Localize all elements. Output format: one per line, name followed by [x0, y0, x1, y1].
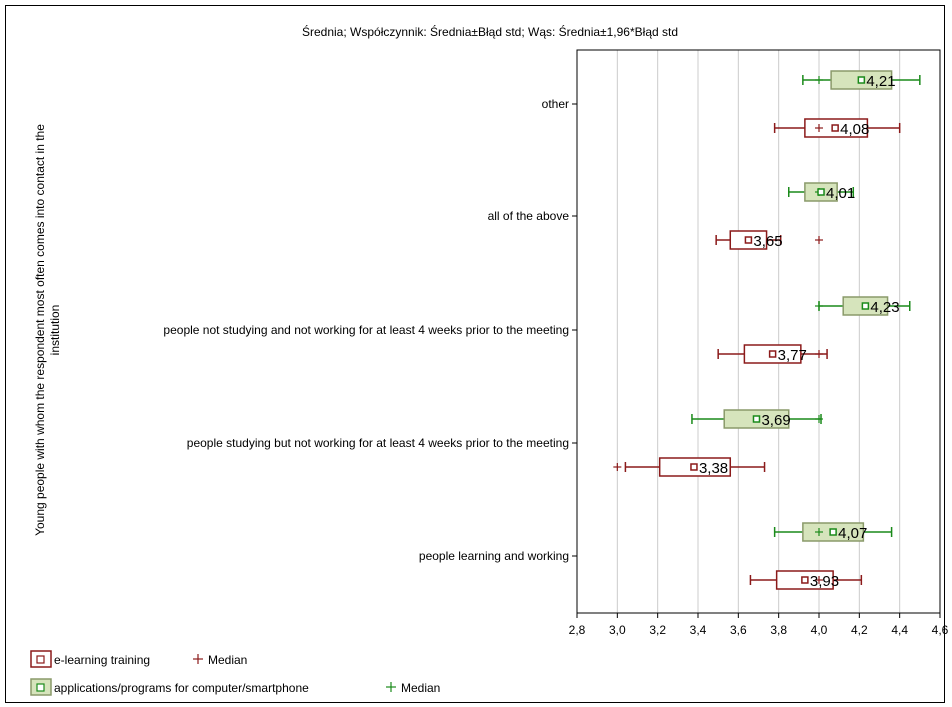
mean-value-label: 4,07 [838, 525, 867, 542]
mean-value-label: 4,01 [826, 185, 855, 202]
x-tick-label: 3,6 [730, 623, 747, 637]
box-group: 3,93 [749, 570, 863, 590]
legend-mean-swatch [36, 655, 45, 664]
data-marks: 4,21 4,01 4,23 3,69 4,07 4,08 3,65 3,77 3,38 3,93 [613, 70, 921, 590]
category-label: people not studying and not working for … [163, 323, 569, 337]
mean-marker [861, 302, 870, 310]
x-tick-label: 3,2 [649, 623, 666, 637]
legend: e-learning training Median applications/pr… [30, 650, 440, 696]
mean-marker [829, 528, 837, 536]
mean-value-label: 3,93 [810, 573, 839, 590]
x-tick-label: 4,4 [891, 623, 908, 637]
x-tick-label: 3,8 [770, 623, 787, 637]
mean-value-label: 4,08 [840, 121, 869, 138]
x-tick-label: 2,8 [569, 623, 586, 637]
x-tick-label: 4,0 [811, 623, 828, 637]
legend-median-label: Median [208, 653, 247, 667]
mean-marker [831, 124, 839, 132]
mean-value-label: 3,65 [753, 233, 782, 250]
box-group: 4,23 [815, 296, 911, 316]
chart-title: Średnia; Współczynnik: Średnia±Błąd std;… [302, 24, 678, 39]
y-axis-label: Young people with whom the respondent mo… [33, 124, 62, 536]
x-tick-label: 3,4 [690, 623, 707, 637]
grid-lines [616, 50, 901, 613]
legend-label: e-learning training [54, 653, 150, 667]
x-axis: 2,8 3,0 3,2 3,4 3,6 3,8 4,0 4,2 4,4 4,6 [569, 613, 949, 637]
legend-mean-swatch [36, 683, 45, 692]
mean-marker [752, 415, 761, 423]
box-group: 3,69 [691, 409, 823, 429]
mean-value-label: 4,23 [870, 299, 899, 316]
box-group: 3,38 [613, 457, 766, 477]
mean-marker [744, 236, 753, 244]
category-label: all of the above [488, 209, 570, 223]
mean-marker [801, 576, 809, 584]
category-label: people learning and working [419, 549, 569, 563]
legend-median-label: Median [401, 681, 440, 695]
box-group: 4,08 [773, 118, 901, 138]
x-tick-label: 3,0 [609, 623, 626, 637]
mean-marker [768, 350, 777, 358]
legend-label: applications/programs for computer/smart… [54, 681, 309, 695]
box-group: 3,65 [715, 230, 823, 250]
category-label: people studying but not working for at l… [187, 436, 569, 450]
mean-marker [817, 188, 825, 196]
chart-frame [5, 5, 945, 703]
mean-value-label: 4,21 [866, 73, 895, 90]
box-group: 3,77 [717, 344, 828, 364]
mean-value-label: 3,69 [761, 412, 790, 429]
box-group: 4,07 [773, 522, 893, 542]
y-axis: other all of the above people not studying… [163, 97, 577, 563]
x-tick-label: 4,2 [851, 623, 868, 637]
mean-marker [690, 463, 698, 471]
y-axis-label-line: institution [48, 305, 62, 356]
x-tick-label: 4,6 [932, 623, 949, 637]
category-label: other [542, 97, 569, 111]
mean-value-label: 3,77 [778, 347, 807, 364]
box-group: 4,21 [802, 70, 921, 90]
mean-value-label: 3,38 [699, 460, 728, 477]
y-axis-label-line: Young people with whom the respondent mo… [33, 124, 47, 536]
box-group: 4,01 [788, 182, 855, 202]
plot-area [576, 49, 941, 614]
mean-marker [857, 76, 866, 84]
